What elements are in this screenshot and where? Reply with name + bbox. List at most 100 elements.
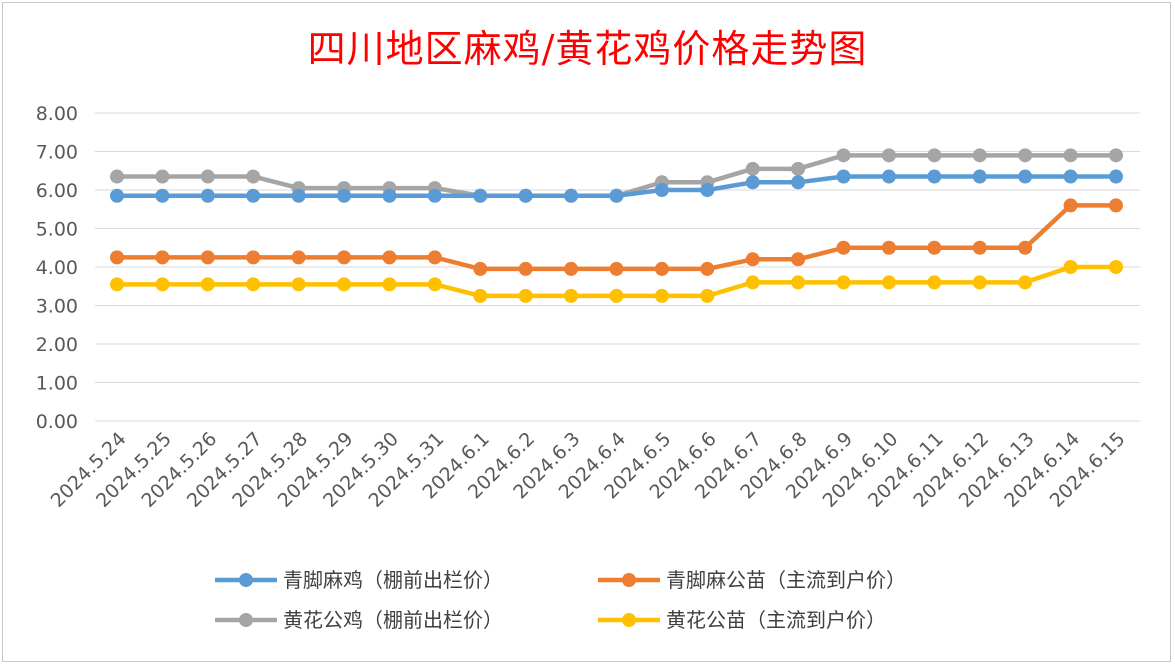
- legend-item: 青脚麻公苗（主流到户价）: [598, 568, 906, 592]
- data-point: [473, 288, 488, 303]
- data-point: [927, 148, 942, 163]
- data-point: [291, 250, 306, 265]
- x-axis-ticks: 2024.5.242024.5.252024.5.262024.5.272024…: [47, 428, 1130, 512]
- data-point: [110, 250, 124, 265]
- legend-swatch-marker: [622, 613, 636, 627]
- data-point: [473, 261, 488, 276]
- legend-label: 青脚麻鸡（棚前出栏价）: [283, 568, 503, 592]
- data-point: [881, 148, 896, 163]
- data-point: [791, 175, 806, 190]
- data-point: [609, 288, 624, 303]
- data-point: [1109, 260, 1123, 274]
- data-point: [836, 240, 851, 255]
- y-tick-label: 7.00: [36, 142, 78, 164]
- data-point: [564, 188, 579, 203]
- data-point: [609, 188, 624, 203]
- data-point: [1063, 169, 1078, 184]
- legend-item: 黄花公鸡（棚前出栏价）: [215, 608, 503, 632]
- data-point: [791, 252, 806, 267]
- legend-item: 黄花公苗（主流到户价）: [598, 608, 886, 632]
- data-point: [337, 277, 352, 292]
- chart-title: 四川地区麻鸡/黄花鸡价格走势图: [307, 27, 868, 71]
- data-point: [745, 175, 760, 190]
- data-point: [1063, 148, 1078, 163]
- data-point: [927, 275, 942, 290]
- data-point: [291, 188, 306, 203]
- legend: 青脚麻鸡（棚前出栏价） 青脚麻公苗（主流到户价） 黄花公鸡（棚前出栏价） 黄花公苗（主…: [215, 568, 906, 632]
- data-point: [246, 169, 261, 184]
- data-point: [1018, 275, 1033, 290]
- data-point: [1109, 169, 1123, 184]
- legend-swatch-marker: [239, 613, 253, 627]
- data-point: [110, 277, 124, 292]
- data-point: [700, 183, 715, 197]
- data-point: [881, 240, 896, 255]
- data-point: [700, 261, 715, 276]
- series-line: [117, 203, 1116, 272]
- data-point: [564, 288, 579, 303]
- data-point: [110, 188, 124, 203]
- data-point: [518, 188, 533, 203]
- data-point: [700, 288, 715, 303]
- data-point: [110, 169, 124, 184]
- data-point: [836, 275, 851, 290]
- data-point: [836, 169, 851, 184]
- data-point: [836, 148, 851, 163]
- data-point: [654, 261, 669, 276]
- data-point: [200, 277, 215, 292]
- data-point: [1109, 148, 1123, 163]
- data-point: [382, 250, 397, 265]
- series-3: [110, 260, 1123, 303]
- data-point: [518, 288, 533, 303]
- data-point: [155, 188, 170, 203]
- series-1: [110, 198, 1123, 276]
- data-point: [564, 261, 579, 276]
- y-tick-label: 8.00: [36, 103, 78, 125]
- y-tick-label: 4.00: [36, 257, 78, 279]
- legend-swatch-marker: [239, 573, 253, 587]
- legend-label: 黄花公鸡（棚前出栏价）: [283, 608, 503, 632]
- data-point: [382, 188, 397, 203]
- legend-label: 青脚麻公苗（主流到户价）: [666, 568, 906, 592]
- data-point: [654, 288, 669, 303]
- legend-label: 黄花公苗（主流到户价）: [666, 608, 886, 632]
- y-axis-ticks: 0.00 1.00 2.00 3.00 4.00 5.00 6.00 7.00 8.00: [36, 103, 78, 433]
- legend-swatch-marker: [622, 573, 636, 587]
- data-point: [791, 275, 806, 290]
- series-group: [110, 148, 1123, 303]
- data-point: [246, 250, 261, 265]
- data-point: [155, 250, 170, 265]
- data-point: [972, 148, 987, 163]
- data-point: [1018, 148, 1033, 163]
- y-tick-label: 1.00: [36, 373, 78, 395]
- data-point: [972, 240, 987, 255]
- y-tick-label: 2.00: [36, 334, 78, 356]
- data-point: [972, 169, 987, 184]
- data-point: [382, 277, 397, 292]
- data-point: [291, 277, 306, 292]
- data-point: [881, 169, 896, 184]
- legend-item: 青脚麻鸡（棚前出栏价）: [215, 568, 503, 592]
- data-point: [791, 161, 806, 176]
- data-point: [200, 250, 215, 265]
- series-0: [110, 169, 1123, 203]
- data-point: [927, 169, 942, 184]
- data-point: [1018, 169, 1033, 184]
- data-point: [246, 188, 261, 203]
- data-point: [654, 183, 669, 197]
- data-point: [155, 277, 170, 292]
- y-tick-label: 5.00: [36, 219, 78, 241]
- data-point: [1018, 240, 1033, 255]
- data-point: [609, 261, 624, 276]
- data-point: [427, 250, 442, 265]
- data-point: [1063, 198, 1078, 213]
- data-point: [1063, 260, 1078, 274]
- data-point: [246, 277, 261, 292]
- data-point: [745, 275, 760, 290]
- data-point: [337, 250, 352, 265]
- data-point: [745, 161, 760, 176]
- data-point: [881, 275, 896, 290]
- data-point: [1109, 198, 1123, 213]
